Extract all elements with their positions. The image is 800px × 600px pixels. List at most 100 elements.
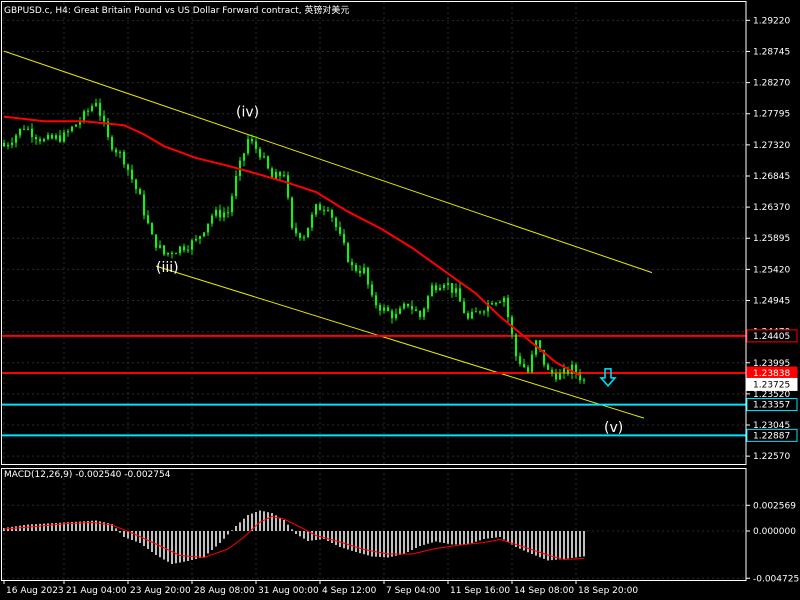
candle-body <box>335 217 337 228</box>
price-tick-label: 1.23995 <box>753 359 790 369</box>
candle-body <box>403 303 405 309</box>
candle-body <box>227 212 229 214</box>
candle-body <box>463 301 465 314</box>
macd-panel-frame <box>1 468 747 581</box>
candle-body <box>267 156 269 169</box>
candle-body <box>427 296 429 309</box>
horizontal-levels[interactable] <box>2 334 746 437</box>
macd-signal-path <box>3 515 585 561</box>
candle-body <box>431 285 433 297</box>
candle-body <box>555 373 557 380</box>
candle-body <box>519 356 521 364</box>
candle-body <box>251 139 253 142</box>
candle-body <box>159 245 161 248</box>
price-tick-label: 1.26370 <box>753 203 790 213</box>
candle-body <box>127 164 129 170</box>
candle-body <box>315 204 317 215</box>
candle-body <box>491 303 493 305</box>
candle-body <box>151 223 153 235</box>
candle-body <box>299 233 301 238</box>
candle-body <box>63 132 65 142</box>
candle-body <box>391 311 393 319</box>
candle-body <box>499 302 501 304</box>
price-tick-label: 1.26845 <box>753 172 790 182</box>
price-badge-label: 1.23357 <box>753 401 790 411</box>
candle-body <box>479 311 481 313</box>
macd-axis[interactable]: 0.002569 0.000000 -0.004725 <box>746 501 799 584</box>
macd-grid <box>2 468 746 580</box>
candle-body <box>515 334 517 357</box>
candle-body <box>583 379 585 381</box>
time-axis[interactable]: 16 Aug 2023 21 Aug 04:00 23 Aug 20:00 28 Au… <box>3 580 638 596</box>
candle-body <box>571 364 573 375</box>
candle-body <box>107 121 109 138</box>
candle-body <box>199 236 201 239</box>
channel-upper-line[interactable] <box>3 50 653 274</box>
arrow-down-icon[interactable] <box>599 368 617 387</box>
candle-body <box>47 134 49 140</box>
price-badge-label: 1.23838 <box>753 369 790 379</box>
price-panel[interactable]: (iv) (iii) (v) GBPUSD.c, H4: Great Britain… <box>2 2 746 464</box>
candle-body <box>387 307 389 312</box>
candle-body <box>195 238 197 241</box>
candle-body <box>35 136 37 140</box>
candle-body <box>535 340 537 355</box>
candle-body <box>415 309 417 311</box>
price-tick-label: 1.24945 <box>753 296 790 306</box>
candle-body <box>443 284 445 288</box>
candle-body <box>367 267 369 285</box>
candle-body <box>559 373 561 380</box>
channel-lower-line[interactable] <box>155 265 645 419</box>
trend-channel[interactable] <box>3 50 653 419</box>
price-axis[interactable]: 1.29220 1.28745 1.28270 1.27795 1.27320 1.268… <box>746 16 790 462</box>
candle-body <box>215 209 217 216</box>
candle-body <box>487 303 489 312</box>
price-panel-frame <box>1 1 747 465</box>
candle-body <box>483 311 485 313</box>
price-tick-label: 1.23045 <box>753 421 790 431</box>
candle-body <box>55 135 57 139</box>
candle-body <box>547 364 549 370</box>
macd-panel[interactable]: MACD(12,26,9) -0.002540 -0.002754 <box>2 468 746 580</box>
candle-body <box>327 210 329 212</box>
price-badge <box>746 329 798 343</box>
candle-body <box>75 124 77 127</box>
macd-signal-line <box>3 515 585 561</box>
candle-body <box>331 210 333 218</box>
candle-body <box>91 106 93 111</box>
candle-body <box>23 128 25 130</box>
price-tick-label: 1.29220 <box>753 16 790 26</box>
candle-body <box>495 302 497 305</box>
candle-body <box>139 189 141 195</box>
candle-body <box>39 139 41 142</box>
candle-body <box>183 246 185 251</box>
candle-body <box>527 367 529 373</box>
candle-body <box>419 310 421 317</box>
candle-body <box>435 285 437 291</box>
candle-body <box>7 144 9 147</box>
candle-body <box>119 151 121 153</box>
candle-body <box>79 121 81 125</box>
candle-body <box>263 156 265 158</box>
candle-body <box>275 171 277 179</box>
macd-tick-label: -0.004725 <box>753 574 799 584</box>
macd-tick-label: 0.002569 <box>753 501 796 511</box>
candlesticks <box>3 98 585 385</box>
candle-body <box>31 128 33 137</box>
candle-body <box>131 169 133 180</box>
candle-body <box>179 246 181 254</box>
price-tick-label: 1.23520 <box>753 390 790 400</box>
candle-body <box>43 139 45 142</box>
candle-body <box>455 288 457 293</box>
time-tick-label: 31 Aug 00:00 <box>258 586 319 596</box>
price-tick-label: 1.22570 <box>753 452 790 462</box>
price-tick-label: 1.28745 <box>753 47 790 57</box>
sell-arrow-icon[interactable] <box>599 368 617 387</box>
candle-body <box>235 175 237 197</box>
candle-body <box>355 265 357 271</box>
time-tick-label: 11 Sep 16:00 <box>450 586 510 596</box>
candle-body <box>379 305 381 311</box>
candle-body <box>423 308 425 317</box>
time-tick-label: 21 Aug 04:00 <box>66 586 127 596</box>
